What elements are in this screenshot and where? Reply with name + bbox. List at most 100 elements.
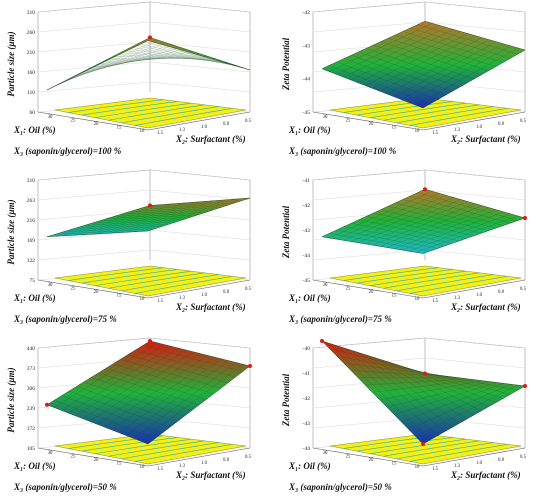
mesh-line xyxy=(386,39,490,95)
contour-line xyxy=(396,106,494,124)
mesh-line xyxy=(119,358,222,433)
x1-axis-label: X₁: Oil (%) xyxy=(288,125,331,135)
contour-floor xyxy=(329,265,522,297)
x2-tick-label: 1.0 xyxy=(201,125,208,130)
contour-line xyxy=(121,274,219,292)
z-tick-label: 210 xyxy=(27,50,36,56)
x2-axis-label: X₂: Surfactant (%) xyxy=(450,134,521,144)
response-surface xyxy=(46,197,251,237)
mesh-line xyxy=(133,362,236,439)
panel-b1: -42 -43 -44 -45 Zeta Potential 30 25 20 15 10 1.5 1… xyxy=(281,1,527,156)
wall-gridline xyxy=(149,81,251,93)
x1-tick-label: 15 xyxy=(392,294,397,299)
mesh-line xyxy=(394,382,497,415)
panel-a3: 440 373 306 239 172 105 Particle size (µm) 30 25… xyxy=(6,337,252,492)
x2-tick-label: 1.3 xyxy=(179,464,186,469)
contour-floor xyxy=(54,265,247,297)
x2-tick-label: 1.5 xyxy=(432,131,439,136)
design-point xyxy=(148,339,152,343)
mesh-line xyxy=(388,38,489,71)
x2-tick-label: 1.3 xyxy=(454,296,461,301)
x1-tick-label: 25 xyxy=(346,455,351,460)
x2-tick-label: 1.3 xyxy=(454,128,461,133)
wall-gridline xyxy=(149,61,251,73)
mesh-line xyxy=(402,366,504,399)
mesh-line xyxy=(142,41,243,69)
design-point xyxy=(148,35,152,40)
mesh-line xyxy=(401,43,504,100)
mesh-line xyxy=(410,195,511,224)
mesh-line xyxy=(386,207,490,248)
mesh-line xyxy=(410,27,511,59)
z-tick-label: 440 xyxy=(27,346,36,352)
x1-tick-label: 30 xyxy=(323,115,328,120)
x2-tick-label: 1.5 xyxy=(157,467,164,472)
wall-gridline xyxy=(37,169,151,181)
contour-line xyxy=(121,106,219,124)
contour-line xyxy=(121,442,219,460)
x1-tick-label: 10 xyxy=(140,297,145,302)
x2-tick-label: 0.8 xyxy=(223,122,230,127)
contour-line xyxy=(108,272,205,289)
contour-line xyxy=(409,275,508,294)
contour-line xyxy=(356,269,453,284)
design-point xyxy=(523,216,527,220)
x3-condition-label: X₃ (saponin/glycerol)=75 % xyxy=(13,314,117,324)
x1-tick-label: 30 xyxy=(48,283,53,288)
z-tick-label: -43 xyxy=(303,228,311,234)
mesh-line xyxy=(395,34,496,67)
contour-floor xyxy=(54,433,247,465)
z-tick-label: 60 xyxy=(30,110,36,116)
x1-tick-label: 20 xyxy=(369,290,374,295)
x3-condition-label: X₃ (saponin/glycerol)=50 % xyxy=(13,482,117,492)
x1-axis-label: X₁: Oil (%) xyxy=(13,125,56,135)
design-point xyxy=(320,339,324,343)
contour-line xyxy=(94,102,192,119)
z-tick-label: -44 xyxy=(303,446,311,452)
x1-axis-label: X₁: Oil (%) xyxy=(288,461,331,471)
box-front-edge xyxy=(422,279,526,299)
x1-tick-label: 15 xyxy=(117,126,122,131)
x2-tick-label: 1.0 xyxy=(476,461,483,466)
z-tick-label: 105 xyxy=(27,446,36,452)
mesh-line xyxy=(105,57,207,61)
contour-line xyxy=(369,102,467,119)
contour-floor xyxy=(329,433,522,465)
contour-floor xyxy=(329,97,522,129)
panel-b2: -41 -42 -43 -44 -45 Zeta Potential 30 25 20 15 10 1… xyxy=(281,169,527,324)
box-front-edge xyxy=(312,111,424,131)
x2-tick-label: 1.3 xyxy=(179,296,186,301)
contour-line xyxy=(356,437,453,452)
z-tick-label: 110 xyxy=(27,90,35,96)
mesh-line xyxy=(97,53,201,66)
mesh-line xyxy=(402,199,504,226)
mesh-line xyxy=(401,211,504,251)
mesh-line xyxy=(380,41,482,75)
x1-tick-label: 20 xyxy=(369,122,374,127)
x2-tick-label: 0.5 xyxy=(245,287,252,292)
contour-line xyxy=(108,104,205,121)
box-front-edge xyxy=(37,447,149,467)
z-tick-label: 373 xyxy=(27,366,36,372)
x1-tick-label: 20 xyxy=(369,458,374,463)
contour-line xyxy=(409,443,508,462)
x2-tick-label: 1.0 xyxy=(476,293,483,298)
mesh-line xyxy=(111,356,215,431)
wall-gridline xyxy=(37,189,151,201)
wall-gridline xyxy=(37,1,151,13)
wall-gridline xyxy=(149,169,251,181)
z-tick-label: 310 xyxy=(27,10,36,16)
mesh-line xyxy=(408,45,511,103)
wall-gridline xyxy=(312,169,426,181)
mesh-line xyxy=(394,209,497,249)
z-tick-label: -44 xyxy=(303,253,311,259)
z-axis-label: Zeta Potential xyxy=(281,373,291,427)
x1-tick-label: 20 xyxy=(94,122,99,127)
x3-condition-label: X₃ (saponin/glycerol)=100 % xyxy=(288,146,397,156)
mesh-line xyxy=(126,199,229,233)
contour-line xyxy=(383,440,480,457)
z-tick-label: 160 xyxy=(27,70,36,76)
mesh-line xyxy=(142,345,243,372)
mesh-line xyxy=(410,368,511,395)
mesh-line xyxy=(119,200,222,233)
